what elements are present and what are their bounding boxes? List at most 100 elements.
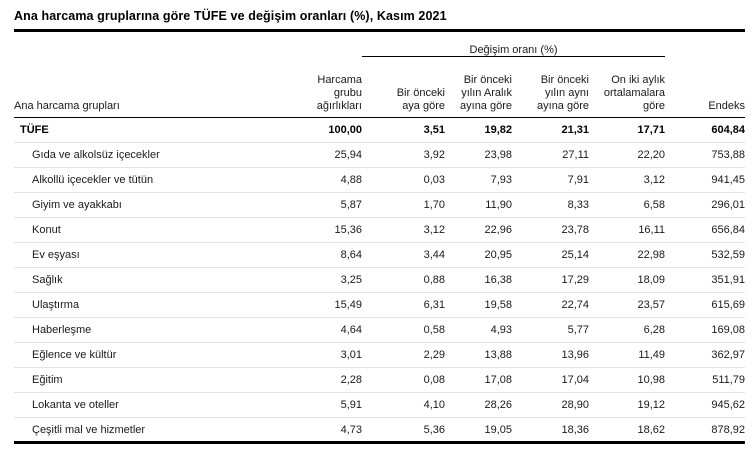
cell-value: 27,11 xyxy=(512,142,589,168)
cell-value: 2,28 xyxy=(292,367,362,393)
cell-value: 22,74 xyxy=(512,292,589,318)
cell-value: 4,10 xyxy=(362,392,445,418)
cell-value: 19,12 xyxy=(589,392,666,418)
cell-value: 604,84 xyxy=(665,117,746,143)
spanner-spacer-left xyxy=(14,32,362,57)
cell-value: 941,45 xyxy=(665,167,746,193)
cell-value: 19,82 xyxy=(445,117,512,143)
cell-value: 5,91 xyxy=(292,392,362,418)
cell-value: 0,08 xyxy=(362,367,445,393)
cell-value: 0,03 xyxy=(362,167,445,193)
cell-value: 615,69 xyxy=(665,292,746,318)
cell-value: 15,49 xyxy=(292,292,362,318)
cell-value: 753,88 xyxy=(665,142,746,168)
row-label: Haberleşme xyxy=(14,317,292,343)
cell-value: 13,88 xyxy=(445,342,512,368)
cell-value: 13,96 xyxy=(512,342,589,368)
table-row: Lokanta ve oteller 5,91 4,10 28,26 28,90 19,1… xyxy=(14,392,746,418)
cell-value: 2,29 xyxy=(362,342,445,368)
cell-value: 23,78 xyxy=(512,217,589,243)
cell-value: 11,90 xyxy=(445,192,512,218)
col-header-vs-prev-december: Bir önceki yılın Aralık ayına göre xyxy=(445,56,512,118)
table-body: TÜFE 100,00 3,51 19,82 21,31 17,71 604,84 Gıda … xyxy=(14,117,746,444)
col-header-weight: Harcama grubu ağırlıkları xyxy=(292,56,362,118)
cell-value: 5,36 xyxy=(362,417,445,444)
row-label: TÜFE xyxy=(14,117,292,143)
table-row: Sağlık 3,25 0,88 16,38 17,29 18,09 351,91 xyxy=(14,267,746,293)
cell-value: 3,92 xyxy=(362,142,445,168)
row-label: Sağlık xyxy=(14,267,292,293)
table-row: Alkollü içecekler ve tütün 4,88 0,03 7,93 7,… xyxy=(14,167,746,193)
col-header-monthly: Bir önceki aya göre xyxy=(362,56,445,118)
cell-value: 0,88 xyxy=(362,267,445,293)
table-row: Gıda ve alkolsüz içecekler 25,94 3,92 23,98… xyxy=(14,142,746,168)
row-label: Konut xyxy=(14,217,292,243)
cell-value: 3,01 xyxy=(292,342,362,368)
cell-value: 17,08 xyxy=(445,367,512,393)
cell-value: 22,20 xyxy=(589,142,666,168)
cell-value: 4,64 xyxy=(292,317,362,343)
tufe-table: Değişim oranı (%) Ana harcama grupları H… xyxy=(14,32,746,444)
cell-value: 5,77 xyxy=(512,317,589,343)
cell-value: 18,36 xyxy=(512,417,589,444)
cell-value: 8,33 xyxy=(512,192,589,218)
change-rate-spanner: Değişim oranı (%) xyxy=(362,32,666,57)
col-header-twelve-month-avg: On iki aylık ortalamalara göre xyxy=(589,56,666,118)
table-row: Eğlence ve kültür 3,01 2,29 13,88 13,96 11,49… xyxy=(14,342,746,368)
cell-value: 17,71 xyxy=(589,117,666,143)
cell-value: 23,57 xyxy=(589,292,666,318)
row-label: Giyim ve ayakkabı xyxy=(14,192,292,218)
cell-value: 8,64 xyxy=(292,242,362,268)
cell-value: 4,88 xyxy=(292,167,362,193)
cell-value: 10,98 xyxy=(589,367,666,393)
row-label: Eğitim xyxy=(14,367,292,393)
table-header: Değişim oranı (%) Ana harcama grupları H… xyxy=(14,32,746,118)
cell-value: 878,92 xyxy=(665,417,746,444)
row-label: Ulaştırma xyxy=(14,292,292,318)
cell-value: 22,98 xyxy=(589,242,666,268)
cell-value: 6,31 xyxy=(362,292,445,318)
cell-value: 1,70 xyxy=(362,192,445,218)
cell-value: 100,00 xyxy=(292,117,362,143)
cell-value: 22,96 xyxy=(445,217,512,243)
table-row: Ev eşyası 8,64 3,44 20,95 25,14 22,98 532,59 xyxy=(14,242,746,268)
row-label: Ev eşyası xyxy=(14,242,292,268)
table-row: Eğitim 2,28 0,08 17,08 17,04 10,98 511,79 xyxy=(14,367,746,393)
row-label: Gıda ve alkolsüz içecekler xyxy=(14,142,292,168)
col-header-group: Ana harcama grupları xyxy=(14,56,292,118)
cell-value: 21,31 xyxy=(512,117,589,143)
cell-value: 3,12 xyxy=(362,217,445,243)
cell-value: 296,01 xyxy=(665,192,746,218)
row-label: Çeşitli mal ve hizmetler xyxy=(14,417,292,444)
cell-value: 0,58 xyxy=(362,317,445,343)
table-row: Ulaştırma 15,49 6,31 19,58 22,74 23,57 615,69 xyxy=(14,292,746,318)
cell-value: 23,98 xyxy=(445,142,512,168)
table-row: Haberleşme 4,64 0,58 4,93 5,77 6,28 169,08 xyxy=(14,317,746,343)
cell-value: 15,36 xyxy=(292,217,362,243)
cell-value: 362,97 xyxy=(665,342,746,368)
spanner-row: Değişim oranı (%) xyxy=(14,32,745,57)
cell-value: 25,14 xyxy=(512,242,589,268)
cell-value: 169,08 xyxy=(665,317,746,343)
cell-value: 16,38 xyxy=(445,267,512,293)
cell-value: 25,94 xyxy=(292,142,362,168)
row-label: Alkollü içecekler ve tütün xyxy=(14,167,292,193)
cell-value: 20,95 xyxy=(445,242,512,268)
cell-value: 4,93 xyxy=(445,317,512,343)
cell-value: 656,84 xyxy=(665,217,746,243)
cell-value: 17,29 xyxy=(512,267,589,293)
cell-value: 532,59 xyxy=(665,242,746,268)
cell-value: 6,58 xyxy=(589,192,666,218)
cell-value: 18,09 xyxy=(589,267,666,293)
cell-value: 19,58 xyxy=(445,292,512,318)
cell-value: 16,11 xyxy=(589,217,666,243)
cell-value: 18,62 xyxy=(589,417,666,444)
cell-value: 7,93 xyxy=(445,167,512,193)
cell-value: 11,49 xyxy=(589,342,666,368)
table-area: Ana harcama gruplarına göre TÜFE ve deği… xyxy=(14,0,746,444)
spanner-spacer-right xyxy=(665,32,745,57)
table-row: Konut 15,36 3,12 22,96 23,78 16,11 656,84 xyxy=(14,217,746,243)
cell-value: 3,12 xyxy=(589,167,666,193)
cell-value: 19,05 xyxy=(445,417,512,444)
